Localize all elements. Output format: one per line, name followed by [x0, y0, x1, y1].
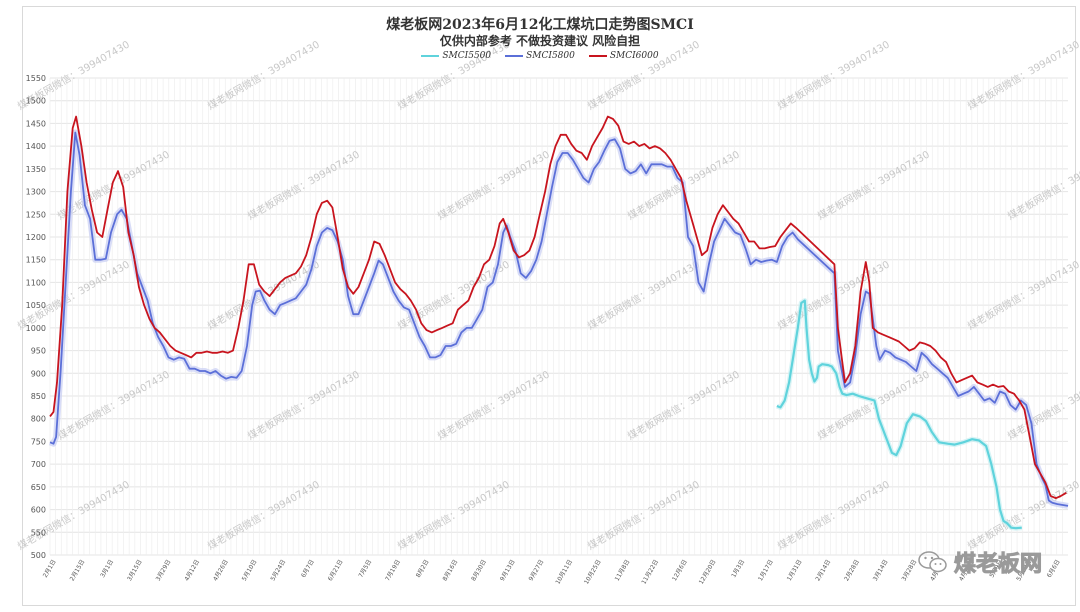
x-tick-label: 6月21日 [327, 559, 345, 583]
y-tick-label: 900 [31, 369, 46, 378]
y-tick-label: 1200 [26, 233, 46, 242]
y-tick-label: 1350 [26, 165, 46, 174]
brand-label: 煤老板网 [953, 552, 1042, 578]
legend-item-smci6000: SMCI6000 [588, 51, 659, 61]
y-tick-label: 1550 [26, 74, 46, 83]
y-tick-label: 500 [31, 551, 46, 560]
y-tick-label: 1300 [26, 188, 46, 197]
x-tick-label: 7月19日 [384, 559, 402, 583]
legend-label-smci5500: SMCI5500 [442, 51, 492, 61]
x-tick-label: 8月2日 [415, 559, 431, 580]
x-tick-label: 1月31日 [786, 559, 804, 583]
x-tick-label: 10月25日 [583, 559, 603, 586]
watermark-text: 煤老板网微信：399407430 [1005, 148, 1080, 223]
series-layer [48, 115, 1069, 531]
legend-item-smci5500: SMCI5500 [421, 51, 491, 61]
brand-watermark: 煤老板网 [918, 546, 1043, 578]
x-tick-label: 10月11日 [554, 559, 574, 586]
y-tick-label: 950 [31, 347, 46, 356]
legend-swatch-smci6000 [588, 55, 607, 57]
y-tick-label: 1150 [26, 256, 46, 265]
y-tick-label: 800 [31, 415, 46, 424]
y-tick-label: 1000 [26, 324, 46, 333]
legend: SMCI5500 SMCI5800 SMCI6000 [0, 51, 1080, 61]
legend-item-smci5800: SMCI5800 [505, 51, 575, 61]
x-tick-label: 6月6日 [1046, 559, 1062, 580]
y-tick-label: 1400 [26, 142, 46, 151]
y-tick-label: 550 [31, 528, 46, 537]
x-tick-label: 3月29日 [155, 559, 173, 583]
wechat-icon [918, 551, 947, 573]
x-tick-label: 2月15日 [69, 559, 87, 583]
legend-swatch-smci5500 [421, 55, 440, 57]
x-tick-label: 8月30日 [470, 559, 488, 583]
x-tick-label: 12月6日 [671, 559, 689, 583]
y-tick-label: 1450 [26, 119, 46, 128]
y-tick-label: 700 [31, 460, 46, 469]
series-line-smci5500 [776, 299, 1022, 530]
watermark-text: 煤老板网微信：399407430 [585, 258, 702, 333]
watermark-text: 煤老板网微信：399407430 [395, 478, 512, 553]
series-line-smci6000 [49, 115, 1067, 500]
x-tick-label: 4月26日 [212, 559, 230, 583]
x-tick-label: 1月17日 [757, 559, 775, 583]
legend-swatch-smci5800 [505, 55, 524, 57]
x-tick-label: 2月28日 [843, 559, 861, 583]
x-tick-label: 11月8日 [614, 559, 632, 583]
x-tick-label: 9月13日 [499, 559, 517, 583]
watermark-text: 煤老板网微信：399407430 [815, 148, 932, 223]
x-tick-label: 3月14日 [872, 559, 890, 583]
y-tick-label: 1100 [26, 278, 46, 287]
x-tick-label: 7月5日 [357, 559, 373, 580]
y-tick-label: 600 [31, 506, 46, 515]
x-tick-label: 4月12日 [183, 559, 201, 583]
x-tick-label: 3月15日 [126, 559, 144, 583]
watermark-text: 煤老板网微信：399407430 [775, 478, 892, 553]
x-tick-label: 9月27日 [528, 559, 546, 583]
x-tick-label: 1月3日 [730, 559, 746, 580]
x-tick-label: 3月28日 [901, 559, 919, 583]
x-tick-label: 2月14日 [814, 559, 832, 583]
watermark-text: 煤老板网微信：399407430 [435, 148, 552, 223]
x-tick-label: 8月16日 [442, 559, 460, 583]
watermark-text: 煤老板网微信：399407430 [585, 478, 702, 553]
chart-subtitle: 仅供内部参考 不做投资建议 风险自担 [439, 34, 641, 48]
chart-title: 煤老板网2023年6月12化工煤坑口走势图SMCI [386, 17, 694, 33]
x-tick-label: 5月24日 [269, 559, 287, 583]
grid-layer [49, 77, 1068, 556]
y-tick-label: 1250 [26, 210, 46, 219]
x-tick-label: 11月22日 [640, 559, 660, 586]
watermark-text: 煤老板网微信：399407430 [435, 368, 552, 443]
y-tick-label: 1500 [26, 97, 46, 106]
x-tick-label: 2月1日 [42, 559, 58, 580]
x-axis-ticks: 2月1日 2月15日 3月1日 3月15日 3月29日 4月12日 4月26日 5月10日 5月… [42, 559, 1062, 586]
y-axis-ticks: 500 550 600 650 700 750 800 850 900 950 1000 1050 11… [26, 74, 46, 560]
legend-label-smci6000: SMCI6000 [609, 51, 659, 61]
series-line-smci5800 [49, 131, 1069, 507]
x-tick-label: 3月1日 [99, 559, 115, 580]
watermark-text: 煤老板网微信：399407430 [15, 258, 132, 333]
y-tick-label: 1050 [26, 301, 46, 310]
y-tick-label: 750 [31, 437, 46, 446]
x-tick-label: 12月20日 [698, 559, 718, 586]
y-tick-label: 650 [31, 483, 46, 492]
x-tick-label: 6月7日 [300, 559, 316, 580]
chart-frame [22, 6, 1076, 606]
legend-label-smci5800: SMCI5800 [526, 51, 575, 61]
x-tick-label: 5月10日 [241, 559, 259, 583]
y-tick-label: 850 [31, 392, 46, 401]
